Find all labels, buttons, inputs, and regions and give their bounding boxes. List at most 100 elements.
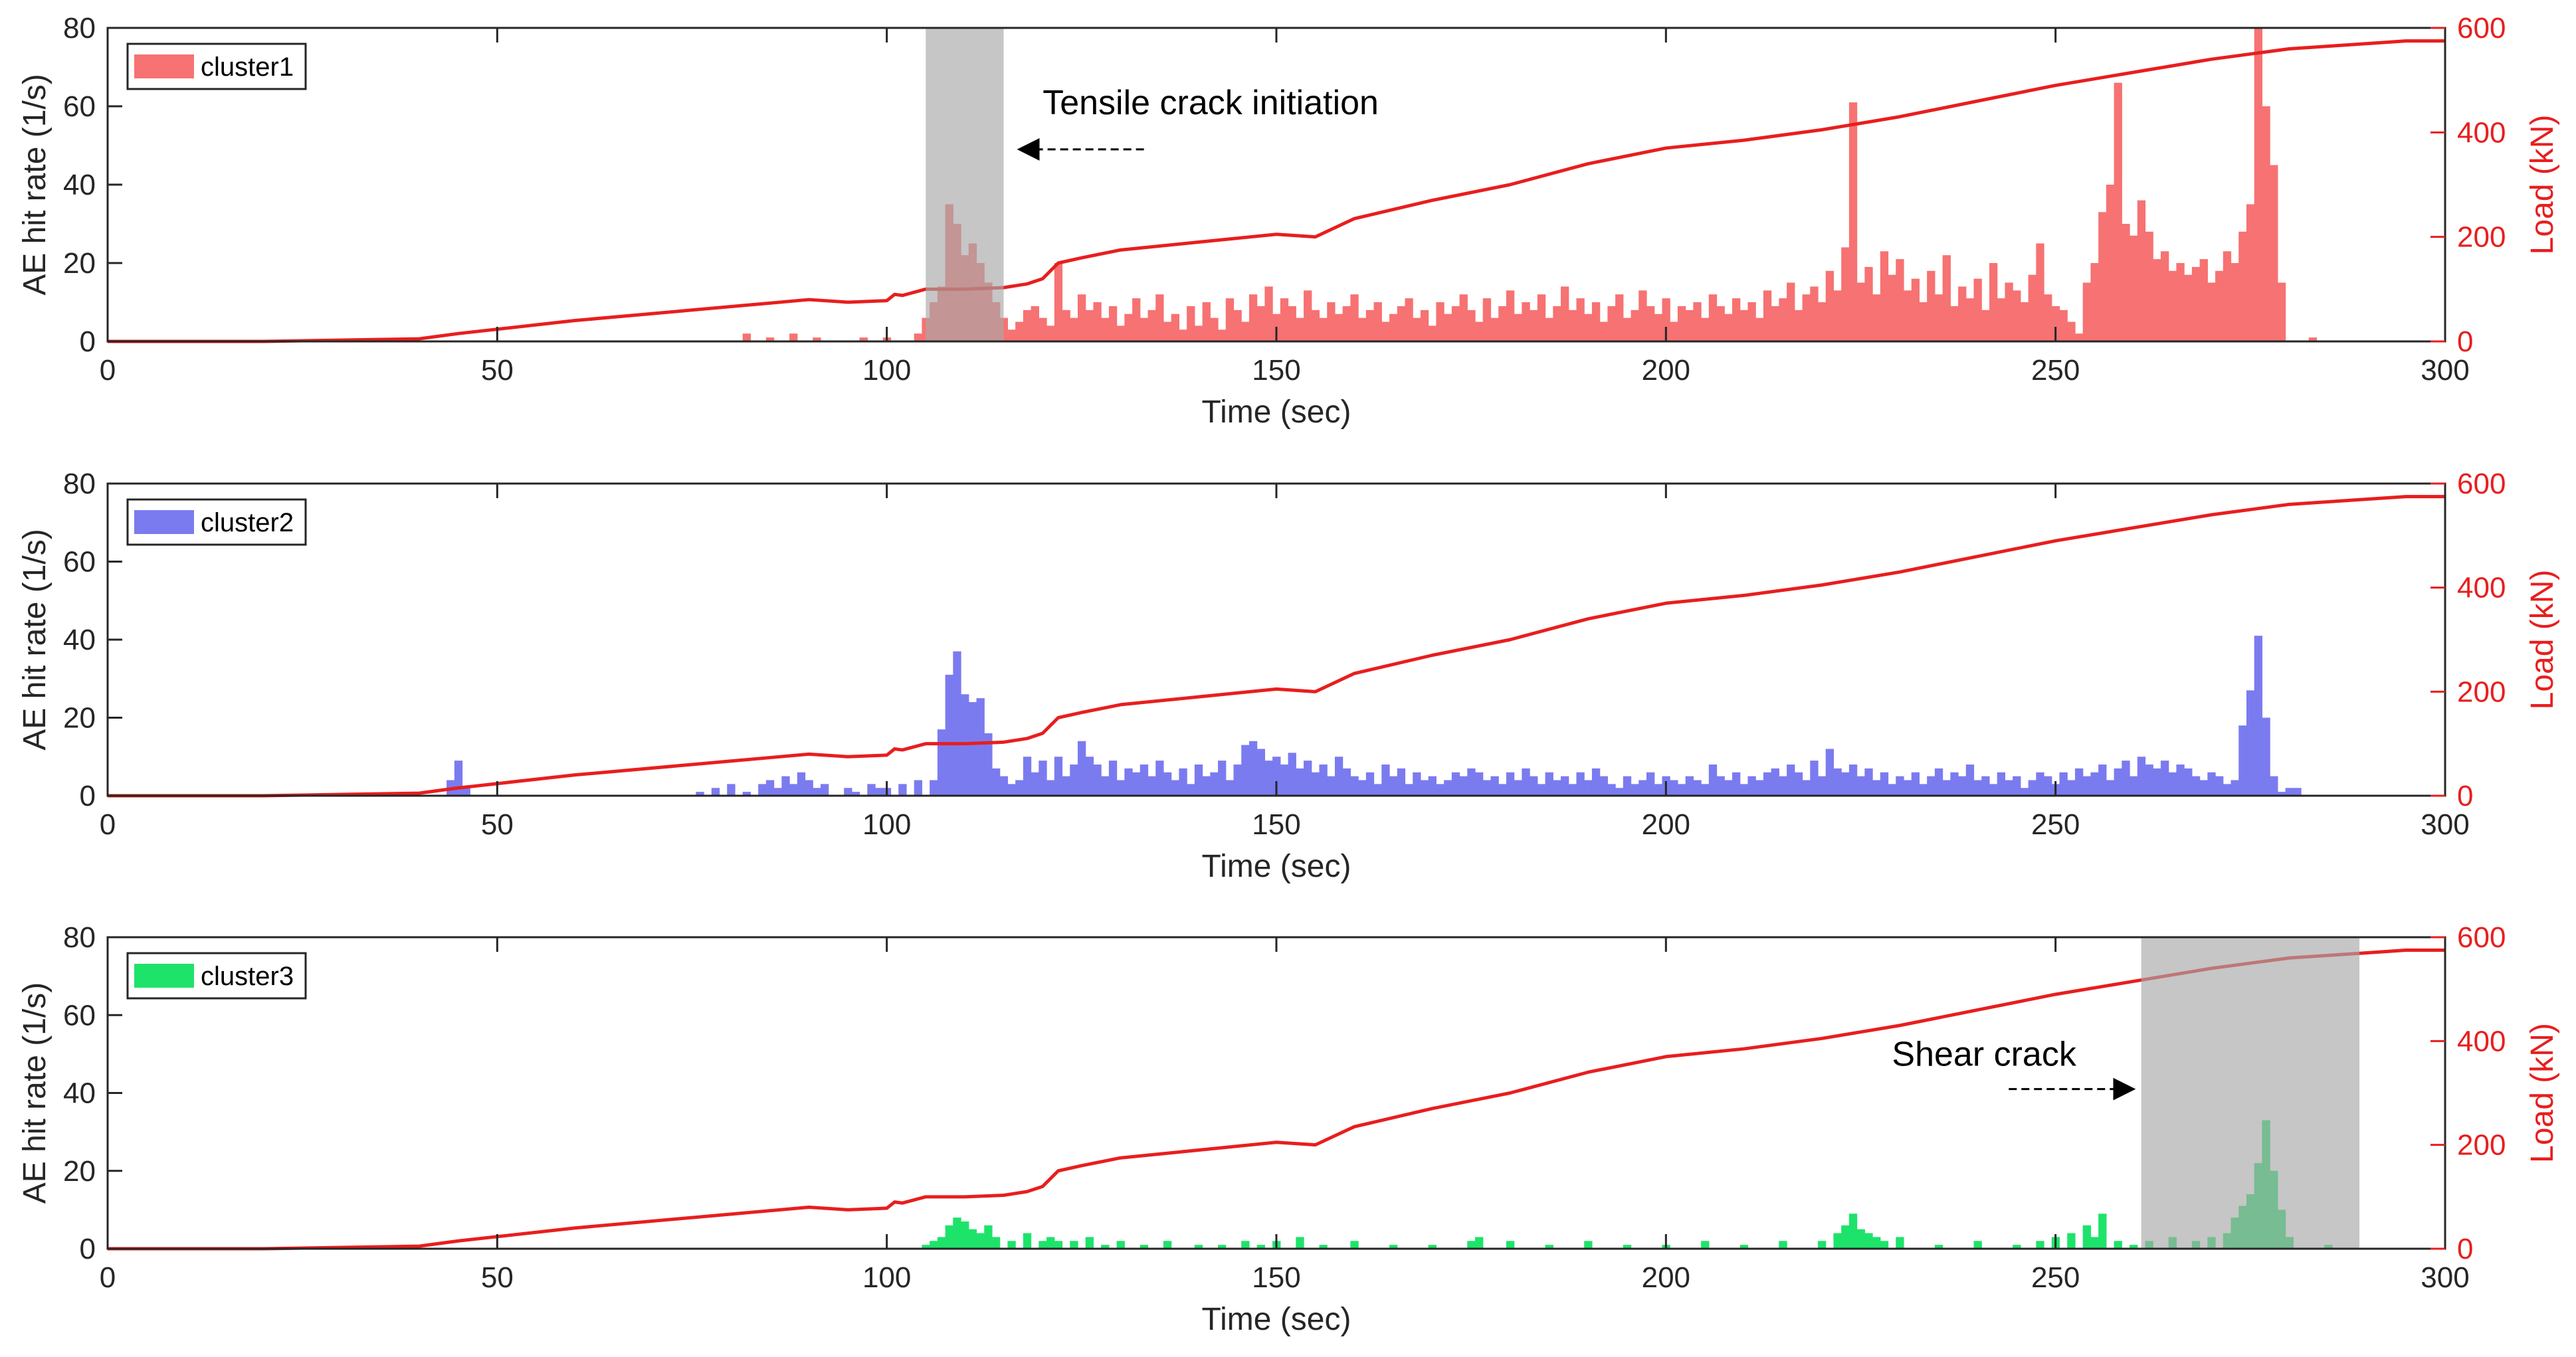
bar bbox=[1654, 314, 1663, 341]
y-tick-label: 20 bbox=[63, 702, 96, 735]
bar bbox=[1638, 290, 1647, 341]
bar bbox=[1638, 780, 1647, 796]
bar bbox=[1467, 768, 1476, 796]
legend-swatch bbox=[134, 54, 194, 78]
bar bbox=[813, 788, 821, 796]
bar bbox=[1280, 298, 1289, 341]
bar bbox=[1023, 310, 1032, 341]
bar bbox=[1584, 314, 1593, 341]
bar bbox=[1420, 780, 1429, 796]
bar bbox=[1856, 1229, 1865, 1249]
bar bbox=[1864, 1233, 1873, 1249]
bar bbox=[1256, 1245, 1266, 1249]
bar bbox=[1911, 278, 1920, 341]
bar bbox=[1225, 780, 1235, 796]
chart-panel-2: 0 50 100 150 200 250 3000204060800200400600Tim… bbox=[17, 468, 2560, 884]
bar bbox=[1116, 780, 1125, 796]
y-tick-label: 60 bbox=[63, 90, 96, 123]
bar bbox=[1304, 761, 1312, 796]
bar bbox=[1311, 772, 1320, 796]
y2-axis-title: Load (kN) bbox=[2525, 115, 2560, 255]
bar bbox=[1654, 784, 1663, 796]
bar bbox=[1444, 314, 1452, 341]
bar bbox=[1077, 741, 1086, 796]
bar bbox=[1950, 306, 1959, 341]
bar bbox=[2098, 765, 2107, 796]
bar bbox=[930, 780, 938, 796]
bar bbox=[976, 698, 985, 796]
bar bbox=[1802, 780, 1811, 796]
bar bbox=[2160, 761, 2169, 796]
bar bbox=[1459, 294, 1468, 341]
y2-tick-label: 400 bbox=[2457, 116, 2506, 149]
bar bbox=[1522, 768, 1530, 796]
bar bbox=[1896, 776, 1904, 796]
bar bbox=[1070, 1241, 1078, 1249]
bar bbox=[1989, 784, 1998, 796]
bar bbox=[984, 1225, 993, 1249]
bar bbox=[1708, 294, 1718, 341]
bar bbox=[1007, 1241, 1016, 1249]
bar bbox=[1958, 286, 1967, 341]
bar bbox=[2106, 185, 2115, 341]
legend-swatch bbox=[134, 964, 194, 988]
bar bbox=[1490, 317, 1499, 341]
bar bbox=[1732, 772, 1741, 796]
bar bbox=[2176, 765, 2185, 796]
bar bbox=[1693, 780, 1702, 796]
bar bbox=[1701, 1241, 1710, 1249]
bar bbox=[1327, 776, 1336, 796]
x-tick-label: 150 bbox=[1252, 354, 1300, 387]
bar bbox=[1373, 302, 1382, 341]
bar bbox=[1046, 1237, 1055, 1249]
bar bbox=[2223, 784, 2232, 796]
bar bbox=[2145, 231, 2153, 341]
bar bbox=[1927, 270, 1935, 341]
bar bbox=[1062, 310, 1070, 341]
bar bbox=[1413, 317, 1421, 341]
x-tick-label: 100 bbox=[862, 354, 911, 387]
x-tick-label: 50 bbox=[481, 354, 514, 387]
bar bbox=[1646, 306, 1655, 341]
bar bbox=[1701, 317, 1710, 341]
bar bbox=[1459, 776, 1468, 796]
shaded-region bbox=[2141, 937, 2360, 1249]
bar bbox=[961, 1221, 969, 1249]
bar bbox=[1903, 290, 1912, 341]
bar bbox=[2230, 780, 2239, 796]
bar bbox=[1264, 761, 1273, 796]
bar bbox=[2082, 1225, 2092, 1249]
bar bbox=[1482, 780, 1492, 796]
y2-tick-label: 200 bbox=[2457, 676, 2506, 708]
bar bbox=[1015, 780, 1024, 796]
bar bbox=[2067, 1233, 2076, 1249]
x-tick-label: 250 bbox=[2031, 354, 2080, 387]
bar bbox=[1685, 776, 1694, 796]
bar bbox=[1256, 306, 1266, 341]
bar bbox=[1023, 757, 1032, 796]
y2-axis-title: Load (kN) bbox=[2525, 570, 2560, 710]
bar bbox=[1475, 1237, 1484, 1249]
bar bbox=[1233, 765, 1242, 796]
bar bbox=[2207, 772, 2216, 796]
x-tick-label: 250 bbox=[2031, 1261, 2080, 1294]
bar bbox=[1716, 776, 1725, 796]
bar bbox=[2246, 204, 2255, 341]
bar bbox=[1007, 329, 1016, 341]
annotation-text: Tensile crack initiation bbox=[1042, 84, 1379, 122]
bar bbox=[1927, 776, 1935, 796]
bar bbox=[1981, 310, 1990, 341]
bar bbox=[1615, 294, 1624, 341]
bar bbox=[1568, 310, 1577, 341]
bar bbox=[1724, 780, 1733, 796]
bar bbox=[1116, 1241, 1125, 1249]
y-tick-label: 20 bbox=[63, 1155, 96, 1188]
bar bbox=[2122, 224, 2130, 341]
bar bbox=[1965, 298, 1975, 341]
bar bbox=[953, 1218, 961, 1249]
bar bbox=[1116, 325, 1125, 341]
bar bbox=[2238, 231, 2247, 341]
bar bbox=[1514, 780, 1522, 796]
bar bbox=[945, 1225, 953, 1249]
x-tick-label: 100 bbox=[862, 808, 911, 841]
